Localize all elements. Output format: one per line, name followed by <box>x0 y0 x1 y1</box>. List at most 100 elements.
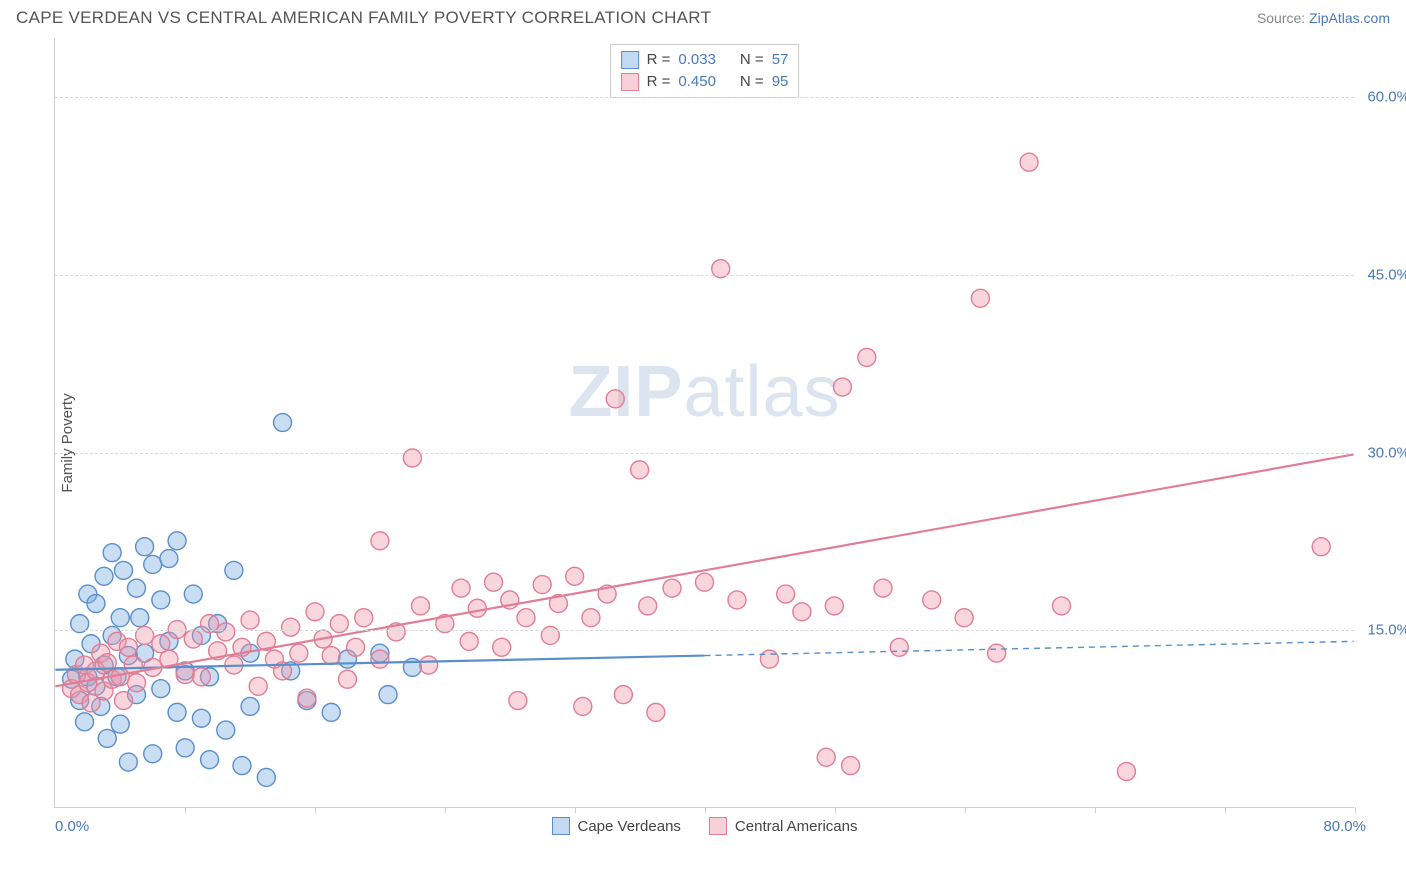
scatter-point-blue <box>95 567 113 585</box>
scatter-point-pink <box>825 597 843 615</box>
scatter-point-pink <box>1312 538 1330 556</box>
scatter-point-pink <box>338 670 356 688</box>
scatter-point-blue <box>160 550 178 568</box>
scatter-point-blue <box>128 579 146 597</box>
scatter-point-pink <box>322 647 340 665</box>
scatter-point-pink <box>728 591 746 609</box>
y-tick-label: 15.0% <box>1358 622 1406 639</box>
scatter-point-pink <box>696 573 714 591</box>
scatter-point-pink <box>115 692 133 710</box>
scatter-point-blue <box>152 591 170 609</box>
scatter-point-pink <box>298 689 316 707</box>
chart-title: CAPE VERDEAN VS CENTRAL AMERICAN FAMILY … <box>16 8 711 28</box>
regression-line-pink <box>55 454 1353 686</box>
legend-item-blue: Cape Verdeans <box>552 817 681 835</box>
scatter-point-pink <box>192 668 210 686</box>
swatch-pink <box>621 73 639 91</box>
legend-label-pink: Central Americans <box>735 818 858 835</box>
scatter-point-pink <box>412 597 430 615</box>
scatter-point-blue <box>201 751 219 769</box>
scatter-point-pink <box>493 638 511 656</box>
regression-line-blue-dashed <box>705 641 1354 655</box>
scatter-point-pink <box>306 603 324 621</box>
scatter-point-blue <box>322 703 340 721</box>
scatter-point-blue <box>379 686 397 704</box>
swatch-blue <box>552 817 570 835</box>
scatter-point-pink <box>176 666 194 684</box>
x-tick <box>705 807 706 813</box>
scatter-point-pink <box>639 597 657 615</box>
scatter-point-pink <box>485 573 503 591</box>
n-value-pink: 95 <box>772 71 789 93</box>
y-tick-label: 30.0% <box>1358 444 1406 461</box>
x-tick-label: 0.0% <box>55 818 89 835</box>
scatter-point-pink <box>1117 763 1135 781</box>
scatter-point-pink <box>452 579 470 597</box>
scatter-point-pink <box>566 567 584 585</box>
legend-row-pink: R = 0.450 N = 95 <box>621 71 789 93</box>
plot-area: ZIPatlas R = 0.033 N = 57 R = 0.450 N = … <box>54 38 1354 808</box>
scatter-point-pink <box>249 677 267 695</box>
r-value-pink: 0.450 <box>678 71 716 93</box>
x-tick <box>835 807 836 813</box>
scatter-point-pink <box>347 638 365 656</box>
legend-item-pink: Central Americans <box>709 817 858 835</box>
scatter-point-blue <box>225 561 243 579</box>
x-tick-label: 80.0% <box>1323 818 1366 835</box>
n-label: N = <box>740 49 764 71</box>
y-tick-label: 60.0% <box>1358 89 1406 106</box>
scatter-point-blue <box>136 538 154 556</box>
scatter-point-pink <box>874 579 892 597</box>
scatter-point-pink <box>371 650 389 668</box>
swatch-pink <box>709 817 727 835</box>
scatter-point-pink <box>420 656 438 674</box>
scatter-point-pink <box>777 585 795 603</box>
y-tick-label: 45.0% <box>1358 266 1406 283</box>
scatter-point-blue <box>87 595 105 613</box>
scatter-point-pink <box>833 378 851 396</box>
scatter-point-pink <box>858 348 876 366</box>
scatter-point-pink <box>1053 597 1071 615</box>
scatter-point-pink <box>371 532 389 550</box>
scatter-point-pink <box>119 638 137 656</box>
scatter-point-pink <box>582 609 600 627</box>
scatter-point-blue <box>111 609 129 627</box>
legend-label-blue: Cape Verdeans <box>578 818 681 835</box>
scatter-point-pink <box>817 748 835 766</box>
source-link[interactable]: ZipAtlas.com <box>1309 10 1390 26</box>
scatter-point-pink <box>533 576 551 594</box>
scatter-point-pink <box>614 686 632 704</box>
scatter-point-blue <box>115 561 133 579</box>
scatter-point-pink <box>282 618 300 636</box>
scatter-point-pink <box>460 632 478 650</box>
grid-line <box>55 97 1354 98</box>
x-tick <box>185 807 186 813</box>
scatter-point-pink <box>574 697 592 715</box>
scatter-point-pink <box>241 611 259 629</box>
n-label: N = <box>740 71 764 93</box>
scatter-point-blue <box>111 715 129 733</box>
scatter-point-pink <box>184 630 202 648</box>
scatter-point-pink <box>663 579 681 597</box>
scatter-point-pink <box>971 289 989 307</box>
grid-line <box>55 453 1354 454</box>
scatter-point-pink <box>1020 153 1038 171</box>
x-tick <box>315 807 316 813</box>
scatter-point-blue <box>144 745 162 763</box>
scatter-point-pink <box>468 599 486 617</box>
r-label: R = <box>647 49 671 71</box>
scatter-point-blue <box>144 555 162 573</box>
x-tick <box>965 807 966 813</box>
scatter-point-blue <box>76 713 94 731</box>
scatter-point-pink <box>541 626 559 644</box>
scatter-point-pink <box>355 609 373 627</box>
n-value-blue: 57 <box>772 49 789 71</box>
scatter-point-pink <box>517 609 535 627</box>
scatter-point-blue <box>103 544 121 562</box>
scatter-point-pink <box>793 603 811 621</box>
scatter-point-pink <box>509 692 527 710</box>
scatter-point-pink <box>760 650 778 668</box>
scatter-point-pink <box>606 390 624 408</box>
scatter-point-blue <box>152 680 170 698</box>
scatter-point-blue <box>168 703 186 721</box>
